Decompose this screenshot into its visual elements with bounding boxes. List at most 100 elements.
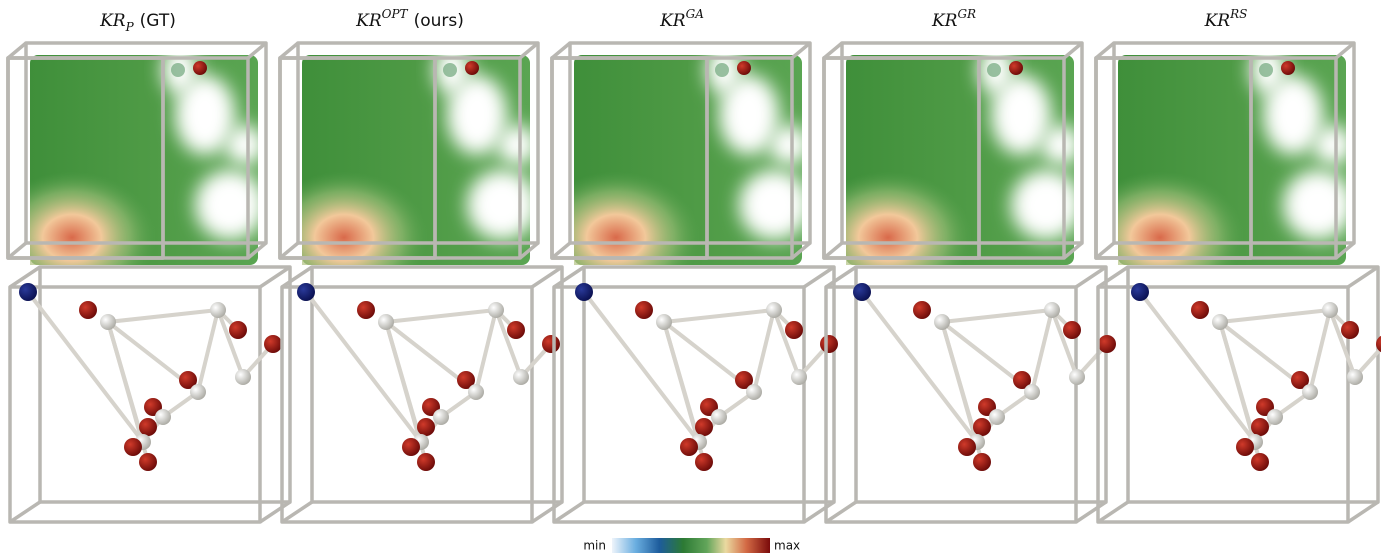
graph-node xyxy=(635,301,653,319)
colorbar-min: min xyxy=(583,539,606,553)
frame-edge xyxy=(280,243,298,258)
column: KRRS xyxy=(1096,7,1381,522)
sphere xyxy=(737,61,751,75)
frame-edge xyxy=(8,243,26,258)
frame-edge xyxy=(824,43,842,58)
graph-node xyxy=(378,314,394,330)
sphere xyxy=(1281,61,1295,75)
graph-node xyxy=(989,409,1005,425)
graph-node xyxy=(853,283,871,301)
title-base: KR xyxy=(1204,11,1231,31)
frame-edge xyxy=(552,43,570,58)
sphere xyxy=(1009,61,1023,75)
colorbar-gradient xyxy=(612,538,770,553)
graph-node xyxy=(1024,384,1040,400)
graph-node xyxy=(1131,283,1149,301)
frame-edge xyxy=(520,43,538,58)
graph-edge xyxy=(664,310,774,322)
frame-edge xyxy=(1096,243,1114,258)
graph-edge xyxy=(1220,310,1330,322)
graph-node xyxy=(1322,302,1338,318)
graph-node xyxy=(79,301,97,319)
volume-hot xyxy=(30,155,170,265)
graph-node xyxy=(1212,314,1228,330)
sphere xyxy=(171,63,185,77)
graph-node xyxy=(1251,418,1269,436)
graph-node xyxy=(820,335,838,353)
frame-edge xyxy=(1096,43,1114,58)
volume-hot xyxy=(1118,155,1258,265)
graph-node xyxy=(680,438,698,456)
sphere xyxy=(193,61,207,75)
graph-node xyxy=(913,301,931,319)
title-sup: GA xyxy=(686,7,705,21)
panels: KRP(GT)KROPT(ours)KRGAKRGRKRRS xyxy=(8,7,1381,522)
frame-edge xyxy=(824,243,842,258)
graph-node xyxy=(357,301,375,319)
graph-node xyxy=(1341,321,1359,339)
frame-edge xyxy=(248,43,266,58)
volume-void xyxy=(195,170,265,240)
volume-void xyxy=(1041,125,1081,165)
graph-node xyxy=(695,453,713,471)
title-note: (GT) xyxy=(140,11,176,31)
graph-node xyxy=(1069,369,1085,385)
graph-edge xyxy=(942,310,1052,322)
volume-void xyxy=(497,125,537,165)
column-title: KRGR xyxy=(931,7,976,31)
title-sup: OPT xyxy=(382,7,409,21)
graph-node xyxy=(766,302,782,318)
figure: KRP(GT)KROPT(ours)KRGAKRGRKRRS min max xyxy=(0,0,1381,556)
title-sup: GR xyxy=(957,7,976,21)
frame-edge xyxy=(1064,43,1082,58)
frame-edge xyxy=(1336,43,1354,58)
title-note: (ours) xyxy=(414,11,464,31)
graph-node xyxy=(297,283,315,301)
frame-edge xyxy=(792,43,810,58)
graph-node xyxy=(973,418,991,436)
frame-edge xyxy=(8,43,26,58)
graph-node xyxy=(229,321,247,339)
sphere xyxy=(715,63,729,77)
title-base: KR xyxy=(99,11,126,31)
graph-node xyxy=(1191,301,1209,319)
volume-void xyxy=(1283,170,1353,240)
graph-edge xyxy=(1310,310,1330,392)
graph-node xyxy=(973,453,991,471)
title-base: KR xyxy=(355,11,382,31)
frame-edge xyxy=(10,502,40,522)
graph-node xyxy=(542,335,560,353)
graph-node xyxy=(417,418,435,436)
graph-node xyxy=(139,453,157,471)
frame-edge xyxy=(1348,267,1378,287)
graph-node xyxy=(190,384,206,400)
graph-node xyxy=(264,335,282,353)
graph-node xyxy=(1347,369,1363,385)
graph-node xyxy=(124,438,142,456)
column: KROPT (ours) xyxy=(280,7,562,522)
graph-node xyxy=(433,409,449,425)
graph-node xyxy=(139,418,157,436)
title-sub: P xyxy=(125,20,135,34)
frame-back xyxy=(40,267,290,502)
graph-node xyxy=(235,369,251,385)
graph-node xyxy=(417,453,435,471)
graph-node xyxy=(1044,302,1060,318)
column: KRP (GT) xyxy=(8,11,290,522)
graph-node xyxy=(934,314,950,330)
sphere xyxy=(987,63,1001,77)
graph-node xyxy=(1236,438,1254,456)
column-title: KRGA xyxy=(659,7,704,31)
frame-edge xyxy=(1348,502,1378,522)
graph-node xyxy=(155,409,171,425)
graph-node xyxy=(402,438,420,456)
volume-void xyxy=(1313,125,1353,165)
sphere xyxy=(443,63,457,77)
graph-node xyxy=(1098,335,1116,353)
volume-hot xyxy=(846,155,986,265)
graph-node xyxy=(656,314,672,330)
graph-node xyxy=(100,314,116,330)
colorbar: min max xyxy=(583,538,800,553)
title-base: KR xyxy=(659,11,686,31)
volume-void xyxy=(739,170,809,240)
